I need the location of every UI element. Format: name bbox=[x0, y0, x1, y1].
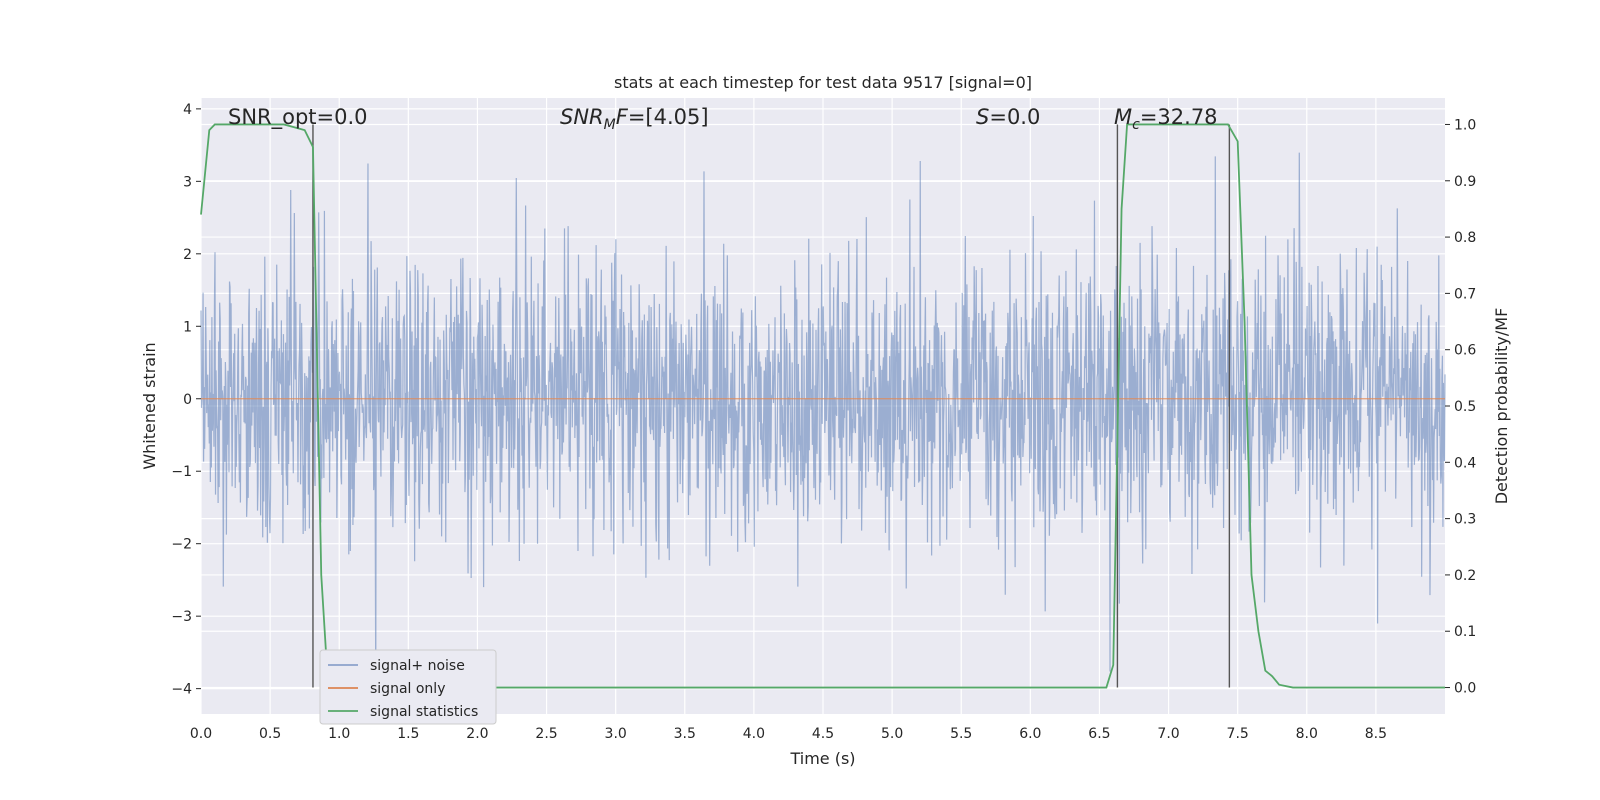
y2-tick-label: 0.8 bbox=[1454, 230, 1476, 246]
y-tick-label: −1 bbox=[171, 464, 192, 480]
x-tick-label: 3.0 bbox=[605, 726, 627, 742]
y-tick-label: 3 bbox=[183, 174, 192, 190]
annotation-snr-mf: SNRMF=[4.05] bbox=[560, 105, 709, 133]
annotation-snr-mf-main: SNR bbox=[560, 105, 604, 129]
legend: signal+ noise signal only signal statistic… bbox=[319, 649, 497, 725]
x-tick-label: 0.0 bbox=[190, 726, 212, 742]
y2-tick-labels: 1.0 0.9 0.8 0.7 0.6 0.5 0.4 0.3 0.2 0.1 0.0 bbox=[1445, 117, 1476, 697]
y-tick-label: −2 bbox=[171, 537, 192, 553]
chart-title: stats at each timestep for test data 951… bbox=[614, 73, 1032, 92]
x-axis-label: Time (s) bbox=[789, 749, 855, 768]
y2-tick-label: 0.2 bbox=[1454, 568, 1476, 584]
legend-entry: signal only bbox=[370, 681, 445, 697]
annotation-s: S=0.0 bbox=[976, 105, 1040, 129]
y2-tick-label: 0.3 bbox=[1454, 512, 1476, 528]
x-tick-label: 4.5 bbox=[812, 726, 834, 742]
y-axis-label: Whitened strain bbox=[140, 342, 159, 469]
y2-tick-label: 0.0 bbox=[1454, 681, 1476, 697]
x-tick-label: 3.5 bbox=[674, 726, 696, 742]
y-tick-label: 1 bbox=[183, 319, 192, 335]
series-signal-noise bbox=[200, 152, 1446, 689]
annotation-s-main: S bbox=[976, 105, 989, 129]
y2-tick-label: 0.1 bbox=[1454, 624, 1476, 640]
legend-box bbox=[319, 649, 497, 725]
annotation-mc-rest: =32.78 bbox=[1140, 105, 1218, 129]
annotation-mc-sub: c bbox=[1132, 117, 1140, 133]
x-tick-label: 7.5 bbox=[1227, 726, 1249, 742]
y-tick-label: −4 bbox=[171, 682, 192, 698]
y2-axis-label: Detection probability/MF bbox=[1492, 308, 1511, 505]
annotation-snr-opt: SNR_opt=0.0 bbox=[228, 105, 368, 130]
annotation-snr-mf-sub: M bbox=[604, 117, 616, 133]
x-tick-label: 2.5 bbox=[535, 726, 557, 742]
x-tick-label: 5.0 bbox=[881, 726, 903, 742]
x-tick-label: 7.0 bbox=[1157, 726, 1179, 742]
x-tick-label: 6.5 bbox=[1088, 726, 1110, 742]
annotation-snr-mf-rest: =[4.05] bbox=[628, 105, 709, 129]
x-tick-label: 8.0 bbox=[1296, 726, 1318, 742]
annotation-mc: Mc=32.78 bbox=[1114, 105, 1218, 133]
x-tick-label: 1.5 bbox=[397, 726, 419, 742]
annotation-snr-mf-rest-italic: F bbox=[616, 105, 629, 129]
y2-tick-label: 1.0 bbox=[1454, 117, 1476, 133]
noise-trace bbox=[200, 152, 1446, 689]
x-tick-label: 6.0 bbox=[1019, 726, 1041, 742]
legend-entry: signal+ noise bbox=[370, 658, 465, 674]
y-tick-label: 4 bbox=[183, 102, 192, 118]
x-tick-label: 4.0 bbox=[743, 726, 765, 742]
y-tick-label: −3 bbox=[171, 609, 192, 625]
x-tick-label: 8.5 bbox=[1365, 726, 1387, 742]
y2-tick-label: 0.5 bbox=[1454, 399, 1476, 415]
y2-tick-label: 0.9 bbox=[1454, 174, 1476, 190]
x-tick-label: 0.5 bbox=[259, 726, 281, 742]
y-tick-labels: 4 3 2 1 0 −1 −2 −3 −4 bbox=[171, 102, 201, 698]
legend-entry: signal statistics bbox=[370, 704, 478, 720]
y2-tick-label: 0.6 bbox=[1454, 343, 1476, 359]
x-tick-labels: 0.0 0.5 1.0 1.5 2.0 2.5 3.0 3.5 4.0 4.5 5.0 5.5 6.0 6… bbox=[190, 726, 1387, 742]
y2-tick-label: 0.4 bbox=[1454, 455, 1476, 471]
y2-tick-label: 0.7 bbox=[1454, 286, 1476, 302]
x-tick-label: 5.5 bbox=[950, 726, 972, 742]
series-signal-statistics bbox=[200, 123, 1445, 689]
x-tick-label: 2.0 bbox=[466, 726, 488, 742]
y-tick-label: 0 bbox=[183, 392, 192, 408]
y-tick-label: 2 bbox=[183, 247, 192, 263]
annotation-s-rest: =0.0 bbox=[989, 105, 1040, 129]
annotation-mc-main: M bbox=[1114, 105, 1132, 129]
x-tick-label: 1.0 bbox=[328, 726, 350, 742]
